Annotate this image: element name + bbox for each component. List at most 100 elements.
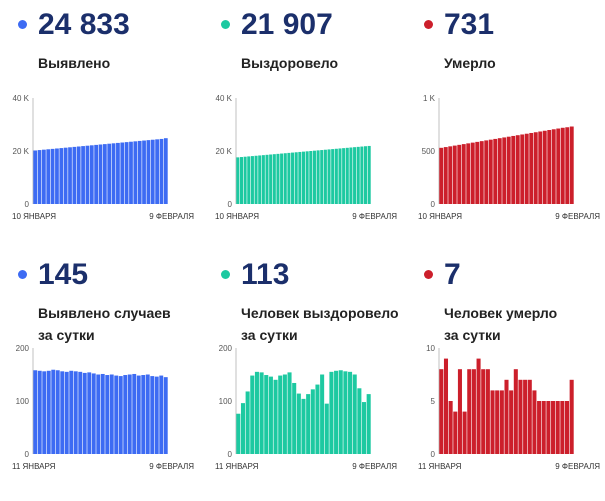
bar	[453, 411, 458, 454]
stat-panel: 731 Умерло 0 500 1 K 10 ЯНВАРЯ 9 ФЕВРАЛЯ	[406, 0, 605, 250]
y-tick-label: 0	[25, 450, 30, 459]
bar	[72, 146, 77, 204]
bar	[109, 374, 114, 454]
series-dot-icon	[18, 20, 27, 29]
stat-value: 145	[38, 258, 89, 291]
stat-label-line: за сутки	[241, 327, 298, 343]
bar	[457, 369, 462, 454]
bar	[78, 371, 83, 454]
series-dot-icon	[424, 20, 433, 29]
bar	[560, 127, 565, 204]
bar	[338, 148, 342, 204]
bar	[329, 371, 334, 454]
bar	[118, 376, 123, 454]
y-tick-label: 0	[228, 200, 233, 209]
stat-panel: 113 Человек выздоровело за сутки 0 100 200 11 …	[203, 250, 403, 500]
bar	[513, 369, 518, 454]
bar	[102, 144, 107, 204]
bar	[327, 149, 331, 204]
bar	[69, 370, 74, 454]
bar	[154, 376, 159, 454]
bar	[42, 371, 47, 454]
bar	[479, 141, 484, 204]
y-tick-label: 10	[426, 344, 435, 353]
bar	[520, 134, 525, 204]
stat-label: Умерло	[444, 52, 496, 74]
bar	[569, 379, 574, 454]
bar	[282, 374, 287, 454]
bar	[537, 401, 542, 454]
bar	[159, 138, 164, 204]
bar	[278, 375, 283, 454]
bar	[529, 132, 534, 204]
stat-label: Человек выздоровело за сутки	[241, 302, 399, 346]
bar	[137, 140, 142, 204]
bar	[462, 411, 467, 454]
bar	[342, 148, 346, 204]
bar-chart: 0 20 K 40 K 10 ЯНВАРЯ 9 ФЕВРАЛЯ	[215, 94, 397, 221]
bar-chart: 0 5 10 11 ЯНВАРЯ 9 ФЕВРАЛЯ	[418, 344, 600, 471]
stat-label: Выявлено случаев за сутки	[38, 302, 171, 346]
x-end-label: 9 ФЕВРАЛЯ	[555, 462, 600, 471]
bar	[345, 147, 349, 204]
bar	[565, 127, 570, 204]
stat-panel: 24 833 Выявлено 0 20 K 40 K 10 ЯНВАРЯ 9 ФЕВРАЛ…	[0, 0, 200, 250]
bar	[111, 143, 116, 204]
bar	[127, 374, 132, 454]
bar	[59, 148, 64, 204]
bar	[485, 369, 490, 454]
x-start-label: 11 ЯНВАРЯ	[215, 462, 259, 471]
bar	[51, 369, 56, 454]
y-tick-label: 100	[219, 397, 233, 406]
bar	[105, 375, 110, 454]
bar	[524, 133, 529, 204]
x-start-label: 10 ЯНВАРЯ	[418, 212, 462, 221]
y-tick-label: 1 K	[423, 94, 436, 103]
bar	[366, 394, 371, 454]
bar	[287, 152, 291, 204]
bar-chart: 0 100 200 11 ЯНВАРЯ 9 ФЕВРАЛЯ	[215, 344, 397, 471]
bar	[301, 151, 306, 204]
bar	[100, 373, 105, 454]
stat-value: 7	[444, 258, 461, 291]
stat-label: Человек умерло за сутки	[444, 302, 557, 346]
series-dot-icon	[424, 270, 433, 279]
bar	[280, 153, 284, 204]
stat-panel: 145 Выявлено случаев за сутки 0 100 200 11 ЯНВ…	[0, 250, 200, 500]
stat-label: Выявлено	[38, 52, 110, 74]
y-tick-label: 0	[25, 200, 30, 209]
bar	[515, 135, 520, 204]
bar	[546, 401, 551, 454]
bar	[306, 394, 311, 454]
bar	[309, 151, 313, 204]
bar	[123, 375, 128, 454]
bar	[150, 376, 155, 454]
stat-label-line: Выздоровело	[241, 55, 339, 71]
bar	[132, 373, 137, 454]
bar	[533, 132, 538, 204]
bar	[254, 155, 258, 204]
bar	[50, 148, 55, 204]
bar	[129, 141, 133, 204]
bar	[64, 371, 69, 454]
bar	[356, 146, 360, 204]
bar	[357, 388, 362, 454]
bar	[247, 156, 251, 204]
y-tick-label: 40 K	[13, 94, 30, 103]
bar	[269, 154, 273, 204]
bar	[315, 384, 320, 454]
bar	[360, 146, 364, 204]
bar	[312, 150, 316, 204]
bar	[296, 393, 301, 454]
bar	[240, 403, 246, 454]
bar	[46, 149, 51, 204]
bar	[68, 147, 72, 204]
bar	[114, 375, 119, 454]
y-tick-label: 20 K	[216, 147, 233, 156]
bar	[504, 379, 509, 454]
bar	[547, 130, 552, 204]
stat-label-line: Выявлено	[38, 55, 111, 71]
bar	[320, 374, 325, 454]
bar	[94, 144, 99, 204]
bar	[555, 401, 560, 454]
